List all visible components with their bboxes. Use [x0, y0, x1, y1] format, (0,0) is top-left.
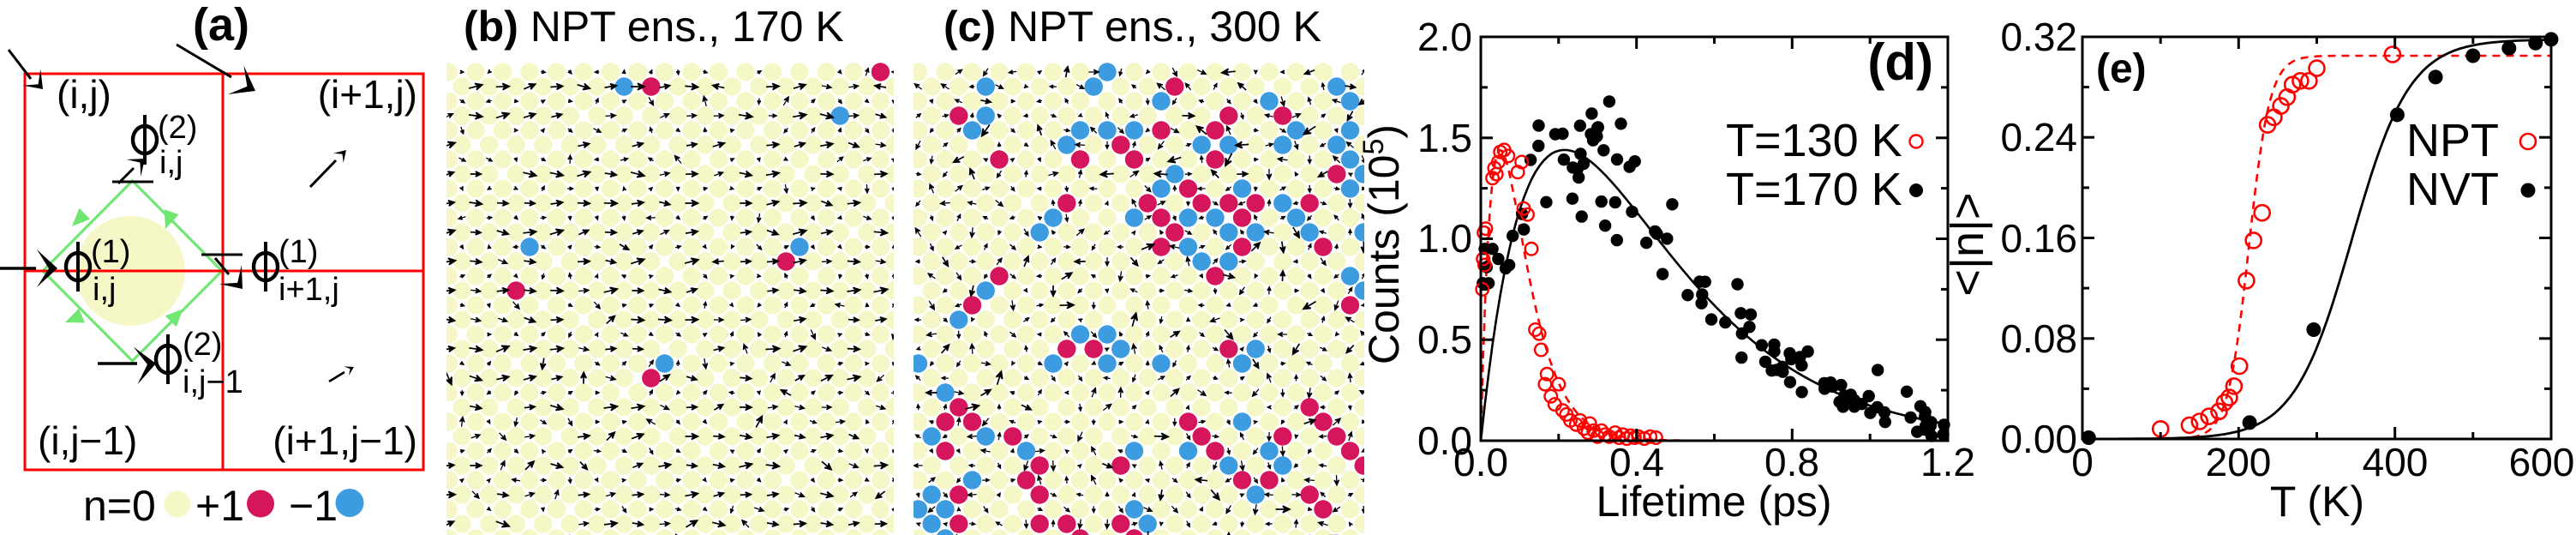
- svg-text:1.2: 1.2: [1920, 440, 1975, 484]
- svg-text:(d): (d): [1867, 33, 1933, 91]
- svg-text:600: 600: [2509, 440, 2575, 484]
- svg-text:(i,j): (i,j): [57, 72, 111, 117]
- svg-text:i,j: i,j: [93, 272, 116, 308]
- svg-text:0: 0: [2071, 440, 2094, 484]
- svg-text:(2): (2): [183, 327, 222, 363]
- svg-text:T (K): T (K): [2270, 478, 2364, 526]
- svg-text:NVT: NVT: [2406, 164, 2499, 215]
- svg-text:200: 200: [2206, 440, 2272, 484]
- svg-text:Lifetime (ps): Lifetime (ps): [1596, 478, 1831, 526]
- svg-text:T=170 K: T=170 K: [1726, 164, 1902, 215]
- svg-text:i,j: i,j: [159, 145, 183, 181]
- svg-text:0.4: 0.4: [1609, 440, 1664, 484]
- svg-text:0.00: 0.00: [2000, 417, 2077, 461]
- svg-text:(e): (e): [2096, 46, 2147, 92]
- svg-text:0.08: 0.08: [2000, 316, 2077, 361]
- svg-text:(a): (a): [193, 0, 249, 51]
- svg-text:−1: −1: [289, 482, 338, 530]
- svg-text:i,j−1: i,j−1: [183, 364, 243, 400]
- svg-text:0.0: 0.0: [1417, 418, 1472, 463]
- svg-text:<|n|>: <|n|>: [1942, 192, 1993, 296]
- svg-text:0.32: 0.32: [2000, 15, 2077, 59]
- svg-text:T=130 K: T=130 K: [1726, 115, 1902, 166]
- svg-text:1.5: 1.5: [1417, 116, 1472, 160]
- svg-text:(i+1,j): (i+1,j): [318, 72, 417, 117]
- svg-text:0.5: 0.5: [1417, 317, 1472, 362]
- svg-text:(2): (2): [158, 110, 197, 146]
- svg-text:2.0: 2.0: [1417, 15, 1472, 59]
- svg-text:n=0: n=0: [83, 482, 156, 530]
- svg-text:(i,j−1): (i,j−1): [38, 418, 137, 463]
- svg-text:0.24: 0.24: [2000, 115, 2077, 159]
- svg-text:(1): (1): [91, 234, 130, 270]
- svg-text:(c) NPT ens., 300 K: (c) NPT ens., 300 K: [944, 3, 1321, 51]
- svg-text:Counts (105): Counts (105): [1357, 124, 1408, 364]
- svg-text:0.0: 0.0: [1453, 440, 1508, 484]
- svg-text:(i+1,j−1): (i+1,j−1): [273, 418, 417, 463]
- svg-text:i+1,j: i+1,j: [279, 272, 339, 308]
- svg-text:(b) NPT ens., 170 K: (b) NPT ens., 170 K: [464, 3, 844, 51]
- svg-text:0.8: 0.8: [1764, 440, 1819, 484]
- svg-text:NPT: NPT: [2406, 115, 2499, 166]
- svg-text:400: 400: [2363, 440, 2429, 484]
- svg-text:0.16: 0.16: [2000, 216, 2077, 261]
- svg-text:1.0: 1.0: [1417, 216, 1472, 261]
- svg-text:+1: +1: [195, 482, 244, 530]
- svg-text:(1): (1): [279, 234, 318, 270]
